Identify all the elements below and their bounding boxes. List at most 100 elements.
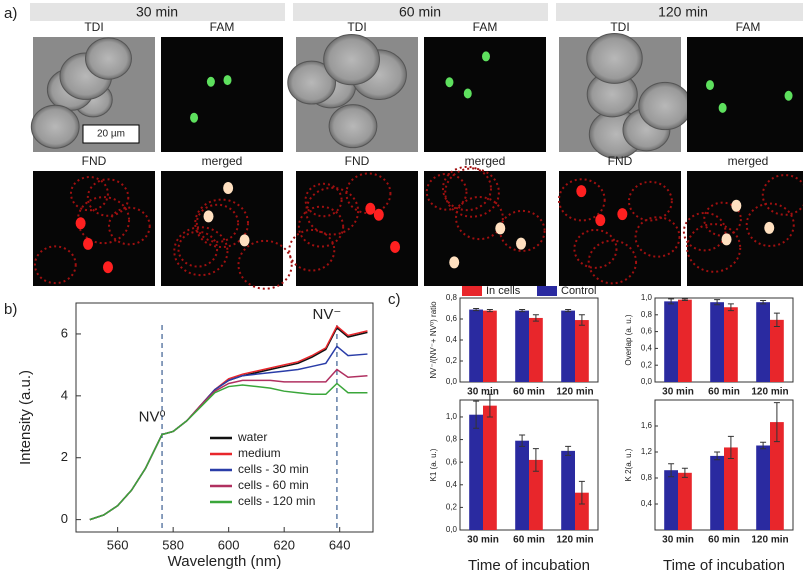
bar xyxy=(770,319,784,382)
cell-outline xyxy=(682,211,727,252)
cell xyxy=(30,104,80,149)
fnd-spot xyxy=(731,199,742,212)
x-tick-label: 600 xyxy=(218,537,240,552)
y-tick-label: 0,4 xyxy=(641,499,653,508)
legend-label: cells - 60 min xyxy=(238,478,309,492)
fam-spot xyxy=(784,90,793,101)
fam-spot xyxy=(463,88,472,99)
bar xyxy=(756,302,770,382)
panel-label: a) xyxy=(4,5,17,22)
y-tick-label: 0,8 xyxy=(446,435,458,444)
channel-label: FAM xyxy=(473,20,498,34)
x-axis-label: Time of incubation xyxy=(663,557,785,574)
x-tick-label: 120 min xyxy=(751,535,788,546)
fnd-spot xyxy=(239,234,250,247)
bar xyxy=(515,440,529,530)
micrograph xyxy=(687,37,803,152)
fnd-spot xyxy=(102,261,113,274)
legend-swatch xyxy=(537,286,557,296)
cell-outline xyxy=(425,172,468,211)
y-tick-label: 0,4 xyxy=(446,335,458,344)
channel-label: FAM xyxy=(210,20,235,34)
error-bar xyxy=(565,445,572,456)
fnd-spot xyxy=(721,233,732,246)
time-label: 60 min xyxy=(399,4,441,20)
micrograph xyxy=(161,37,283,152)
y-axis-label: Overlap (a. u.) xyxy=(624,314,633,365)
cell-outline xyxy=(703,201,742,237)
y-tick-label: 1,0 xyxy=(641,293,653,302)
x-tick-label: 30 min xyxy=(662,535,694,546)
cell-outline xyxy=(444,167,500,218)
error-bar xyxy=(486,309,493,313)
cell-outline xyxy=(194,198,249,249)
time-label: 30 min xyxy=(136,4,178,20)
y-tick-label: 2 xyxy=(61,449,68,464)
cell-outline xyxy=(33,245,77,285)
legend-label: cells - 30 min xyxy=(238,462,309,476)
channel-label: FND xyxy=(608,154,633,168)
bar xyxy=(561,310,575,382)
bar xyxy=(710,302,724,382)
fnd-spot xyxy=(365,202,376,215)
micrograph xyxy=(424,165,546,286)
cell-outline xyxy=(634,216,681,258)
x-axis-label: Time of incubation xyxy=(468,557,590,574)
bar xyxy=(724,447,738,530)
fnd-spot xyxy=(203,210,214,223)
bar xyxy=(469,309,483,382)
x-tick-label: 120 min xyxy=(556,387,593,398)
y-axis-label: K1 (a. u.) xyxy=(429,448,438,481)
spectrum-line xyxy=(89,382,368,521)
bar xyxy=(469,414,483,530)
cell-outline xyxy=(288,229,336,272)
error-bar xyxy=(668,298,675,305)
cell-outline xyxy=(557,178,606,222)
cell-outline xyxy=(195,203,240,243)
cell-outline xyxy=(745,202,795,247)
fnd-spot xyxy=(617,208,628,221)
y-tick-label: 0,6 xyxy=(641,327,653,336)
x-tick-label: 580 xyxy=(162,537,184,552)
fam-spot xyxy=(718,102,727,113)
cell-outline xyxy=(304,182,343,218)
y-tick-label: 0,4 xyxy=(446,480,458,489)
fam-spot xyxy=(445,77,454,88)
cell-outline xyxy=(305,186,360,236)
y-tick-label: 0,6 xyxy=(446,314,458,323)
y-tick-label: 0,2 xyxy=(641,360,653,369)
time-label: 120 min xyxy=(658,4,708,20)
micrograph xyxy=(682,171,803,286)
scale-box xyxy=(82,124,140,144)
cell-outline xyxy=(455,196,504,241)
fnd-spot xyxy=(595,214,606,227)
time-header xyxy=(293,3,548,21)
fnd-spot xyxy=(516,237,527,250)
time-header xyxy=(30,3,285,21)
bar xyxy=(575,320,589,382)
y-tick-label: 6 xyxy=(61,325,68,340)
cell xyxy=(638,81,692,131)
cell-outline xyxy=(107,206,151,246)
fam-spot xyxy=(705,80,714,91)
fam-spot xyxy=(206,76,215,87)
panel-label: c) xyxy=(388,291,401,308)
scale-bar-label: 20 µm xyxy=(97,129,125,140)
channel-label: TDI xyxy=(84,20,103,34)
x-tick-label: 30 min xyxy=(467,535,499,546)
channel-label: merged xyxy=(202,154,243,168)
bar xyxy=(561,450,575,530)
x-tick-label: 60 min xyxy=(708,387,740,398)
channel-label: merged xyxy=(728,154,769,168)
cell xyxy=(84,37,132,80)
micrograph xyxy=(424,37,546,152)
micrograph xyxy=(559,32,692,159)
y-tick-label: 0,0 xyxy=(446,525,458,534)
legend-label: Control xyxy=(561,285,596,297)
error-bar xyxy=(565,309,572,313)
x-tick-label: 620 xyxy=(273,537,295,552)
cell-outline xyxy=(761,174,803,216)
error-bar xyxy=(773,402,780,443)
spectrum-line xyxy=(89,368,368,521)
x-tick-label: 120 min xyxy=(556,535,593,546)
